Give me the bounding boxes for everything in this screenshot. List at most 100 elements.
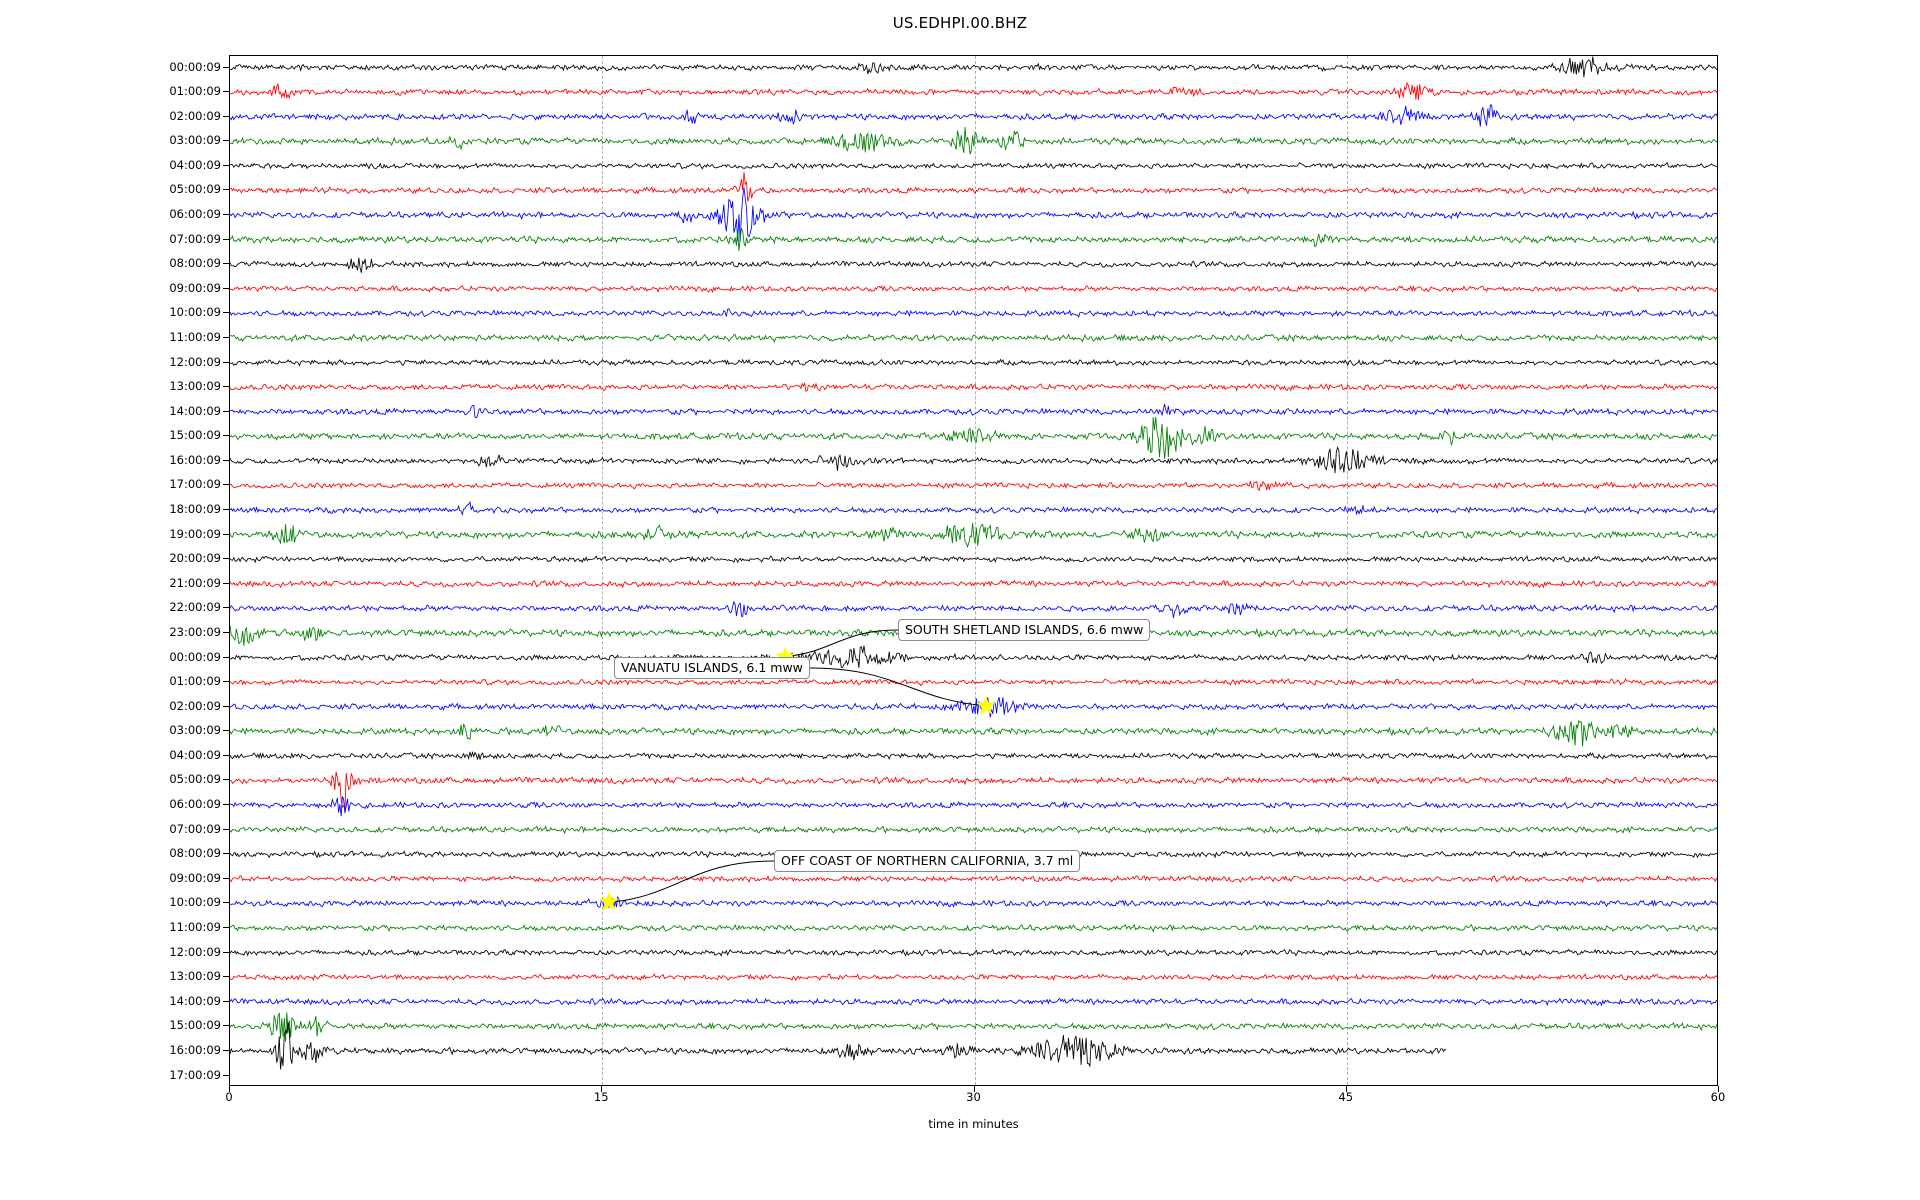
trace-line: [230, 172, 1717, 202]
gridline-vertical: [1346, 56, 1348, 1085]
y-tick-mark: [223, 214, 229, 215]
y-tick-label: 06:00:09: [169, 797, 221, 812]
y-tick-label: 22:00:09: [169, 600, 221, 615]
trace-line: [230, 227, 1717, 251]
trace-line: [230, 771, 1717, 811]
y-tick-mark: [223, 607, 229, 609]
y-tick-mark: [223, 312, 229, 314]
x-tick-mark: [229, 1086, 230, 1092]
trace-line: [230, 825, 1717, 835]
y-tick-label: 03:00:09: [169, 723, 221, 738]
x-axis-label: time in minutes: [928, 1117, 1019, 1131]
y-tick-label: 06:00:09: [169, 207, 221, 221]
trace-line: [230, 187, 1717, 242]
y-tick-mark: [223, 804, 229, 806]
trace-line: [230, 480, 1717, 492]
y-tick-label: 00:00:09: [169, 649, 221, 664]
y-tick-mark: [223, 91, 229, 93]
trace-line: [230, 677, 1717, 687]
trace-line: [230, 500, 1717, 517]
y-tick-label: 00:00:09: [169, 59, 221, 74]
trace-line: [230, 796, 1717, 817]
y-tick-mark: [223, 730, 229, 732]
y-tick-label: 15:00:09: [169, 428, 221, 443]
y-tick-label: 20:00:09: [169, 551, 221, 566]
y-tick-label: 05:00:09: [169, 772, 221, 787]
y-tick-mark: [223, 902, 229, 904]
y-tick-label: 08:00:09: [169, 846, 221, 861]
y-tick-label: 17:00:09: [169, 1067, 221, 1082]
y-tick-mark: [223, 263, 229, 265]
x-tick-label: 60: [1710, 1090, 1726, 1104]
trace-line: [230, 56, 1717, 78]
trace-line: [230, 161, 1717, 170]
y-tick-mark: [223, 779, 229, 781]
y-tick-mark: [223, 705, 229, 707]
trace-line: [230, 104, 1717, 127]
event-label-box: VANUATU ISLANDS, 6.1 mww: [614, 657, 810, 680]
x-tick-label: 30: [966, 1090, 981, 1104]
y-tick-mark: [223, 1000, 229, 1002]
y-tick-mark: [223, 361, 229, 363]
seismic-traces: [230, 56, 1717, 1070]
y-tick-mark: [223, 1049, 229, 1051]
trace-line: [230, 973, 1717, 982]
y-tick-mark: [223, 66, 229, 68]
y-tick-label: 01:00:09: [169, 84, 221, 99]
trace-line: [230, 381, 1717, 392]
trace-line: [230, 751, 1717, 760]
gridline-vertical: [974, 56, 976, 1085]
y-tick-label: 11:00:09: [169, 329, 221, 344]
y-tick-mark: [223, 1025, 229, 1027]
trace-line: [230, 923, 1717, 933]
x-tick-mark: [973, 1086, 975, 1092]
trace-line: [230, 127, 1717, 155]
y-tick-label: 17:00:09: [169, 477, 221, 492]
event-star-icon: [598, 892, 619, 911]
y-tick-label: 16:00:09: [169, 452, 221, 467]
y-tick-label: 14:00:09: [169, 403, 221, 418]
y-tick-label: 01:00:09: [169, 674, 221, 689]
y-tick-mark: [223, 238, 229, 240]
y-tick-mark: [223, 164, 229, 166]
y-tick-mark: [223, 828, 229, 830]
x-tick-mark: [1718, 1086, 1719, 1092]
event-label-box: SOUTH SHETLAND ISLANDS, 6.6 mww: [898, 619, 1151, 642]
y-tick-mark: [223, 951, 229, 953]
y-tick-mark: [223, 558, 229, 560]
trace-line: [230, 284, 1717, 294]
y-tick-label: 08:00:09: [169, 256, 221, 271]
trace-line: [230, 555, 1717, 564]
y-tick-label: 07:00:09: [169, 821, 221, 836]
y-tick-mark: [223, 976, 229, 978]
y-tick-mark: [223, 533, 229, 535]
y-tick-label: 11:00:09: [169, 919, 221, 934]
y-tick-label: 04:00:09: [169, 157, 221, 172]
y-tick-mark: [223, 386, 229, 388]
y-tick-mark: [223, 115, 229, 117]
trace-line: [230, 81, 1717, 101]
trace-line: [230, 257, 1717, 273]
y-tick-mark: [223, 509, 229, 511]
y-tick-label: 04:00:09: [169, 747, 221, 762]
y-tick-label: 15:00:09: [169, 1018, 221, 1033]
trace-line: [230, 404, 1717, 419]
y-tick-mark: [223, 484, 229, 486]
y-tick-mark: [223, 1074, 229, 1076]
event-star-icon: [976, 695, 996, 715]
y-tick-label: 18:00:09: [169, 502, 221, 517]
y-tick-label: 09:00:09: [169, 280, 221, 295]
y-tick-label: 16:00:09: [169, 1042, 221, 1057]
plot-area: [229, 55, 1718, 1086]
x-tick-mark: [601, 1086, 603, 1092]
y-tick-mark: [223, 681, 229, 683]
y-tick-mark: [223, 754, 229, 756]
y-tick-mark: [223, 287, 229, 289]
y-tick-label: 07:00:09: [169, 231, 221, 246]
trace-line: [230, 896, 1717, 908]
y-tick-mark: [223, 336, 229, 338]
x-tick-label: 0: [225, 1090, 233, 1104]
y-tick-label: 12:00:09: [169, 944, 221, 959]
y-tick-label: 10:00:09: [169, 895, 221, 910]
y-tick-label: 21:00:09: [169, 575, 221, 590]
